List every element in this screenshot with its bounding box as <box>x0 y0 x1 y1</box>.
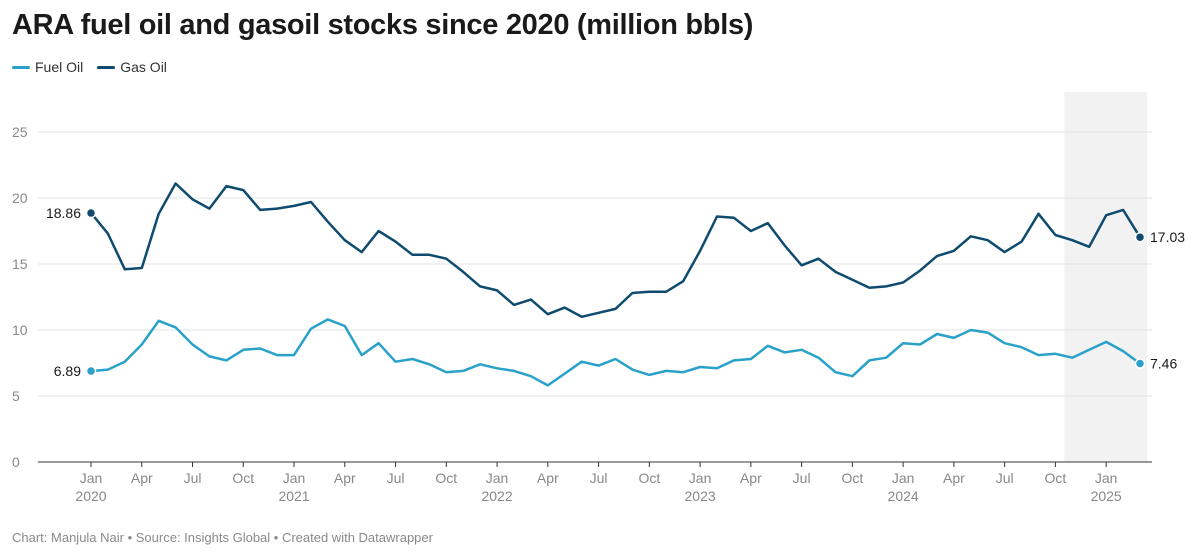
chart-footer: Chart: Manjula Nair • Source: Insights G… <box>12 530 433 545</box>
x-tick-label: Jan <box>689 470 712 486</box>
end-label-fuel-oil: 7.46 <box>1150 356 1177 372</box>
x-tick-label: Oct <box>841 470 863 486</box>
chart-title: ARA fuel oil and gasoil stocks since 202… <box>12 9 754 41</box>
x-tick-year: 2023 <box>685 488 716 504</box>
legend-swatch-fuel-oil <box>12 65 30 69</box>
x-tick-label: Oct <box>638 470 660 486</box>
x-tick-label: Jul <box>387 470 405 486</box>
x-tick-label: Oct <box>435 470 457 486</box>
end-point-fuel-oil <box>1134 358 1146 369</box>
series-line-fuel-oil <box>89 318 1142 387</box>
x-tick-label: Jan <box>486 470 509 486</box>
x-tick-year: 2024 <box>888 488 919 504</box>
x-tick-label: Jul <box>590 470 608 486</box>
legend-item-fuel-oil: Fuel Oil <box>12 59 83 75</box>
x-tick-label: Apr <box>537 470 559 486</box>
y-tick-label: 15 <box>12 256 28 272</box>
legend: Fuel Oil Gas Oil <box>12 59 167 75</box>
highlight-band <box>1064 92 1147 462</box>
end-label-gas-oil: 17.03 <box>1150 229 1185 245</box>
x-tick-label: Oct <box>232 470 254 486</box>
y-tick-label: 0 <box>12 454 20 470</box>
x-tick-label: Jul <box>996 470 1014 486</box>
start-label-gas-oil: 18.86 <box>46 205 81 221</box>
legend-label-fuel-oil: Fuel Oil <box>35 59 84 75</box>
y-tick-label: 25 <box>12 124 28 140</box>
end-point-gas-oil <box>1134 231 1146 243</box>
x-tick-label: Jul <box>793 470 811 486</box>
x-tick-label: Jan <box>283 470 306 486</box>
legend-item-gas-oil: Gas Oil <box>97 59 167 75</box>
x-tick-label: Oct <box>1045 470 1067 486</box>
series-line-gas-oil <box>89 182 1142 319</box>
x-tick-label: Apr <box>943 470 965 486</box>
start-label-fuel-oil: 6.89 <box>54 363 81 379</box>
legend-label-gas-oil: Gas Oil <box>120 59 167 75</box>
y-tick-label: 20 <box>12 190 28 206</box>
x-tick-label: Jan <box>892 470 915 486</box>
x-tick-year: 2022 <box>481 488 512 504</box>
x-tick-year: 2025 <box>1091 488 1122 504</box>
x-tick-year: 2021 <box>278 488 309 504</box>
legend-swatch-gas-oil <box>97 65 116 69</box>
y-tick-label: 10 <box>12 322 28 338</box>
start-point-gas-oil <box>85 207 97 219</box>
x-tick-label: Jan <box>80 470 103 486</box>
x-tick-label: Apr <box>131 470 153 486</box>
x-tick-label: Jan <box>1095 470 1118 486</box>
y-tick-label: 5 <box>12 388 20 404</box>
x-tick-year: 2020 <box>75 488 106 504</box>
x-tick-label: Apr <box>740 470 762 486</box>
x-tick-label: Jul <box>184 470 202 486</box>
start-point-fuel-oil <box>85 365 97 377</box>
x-tick-label: Apr <box>334 470 356 486</box>
